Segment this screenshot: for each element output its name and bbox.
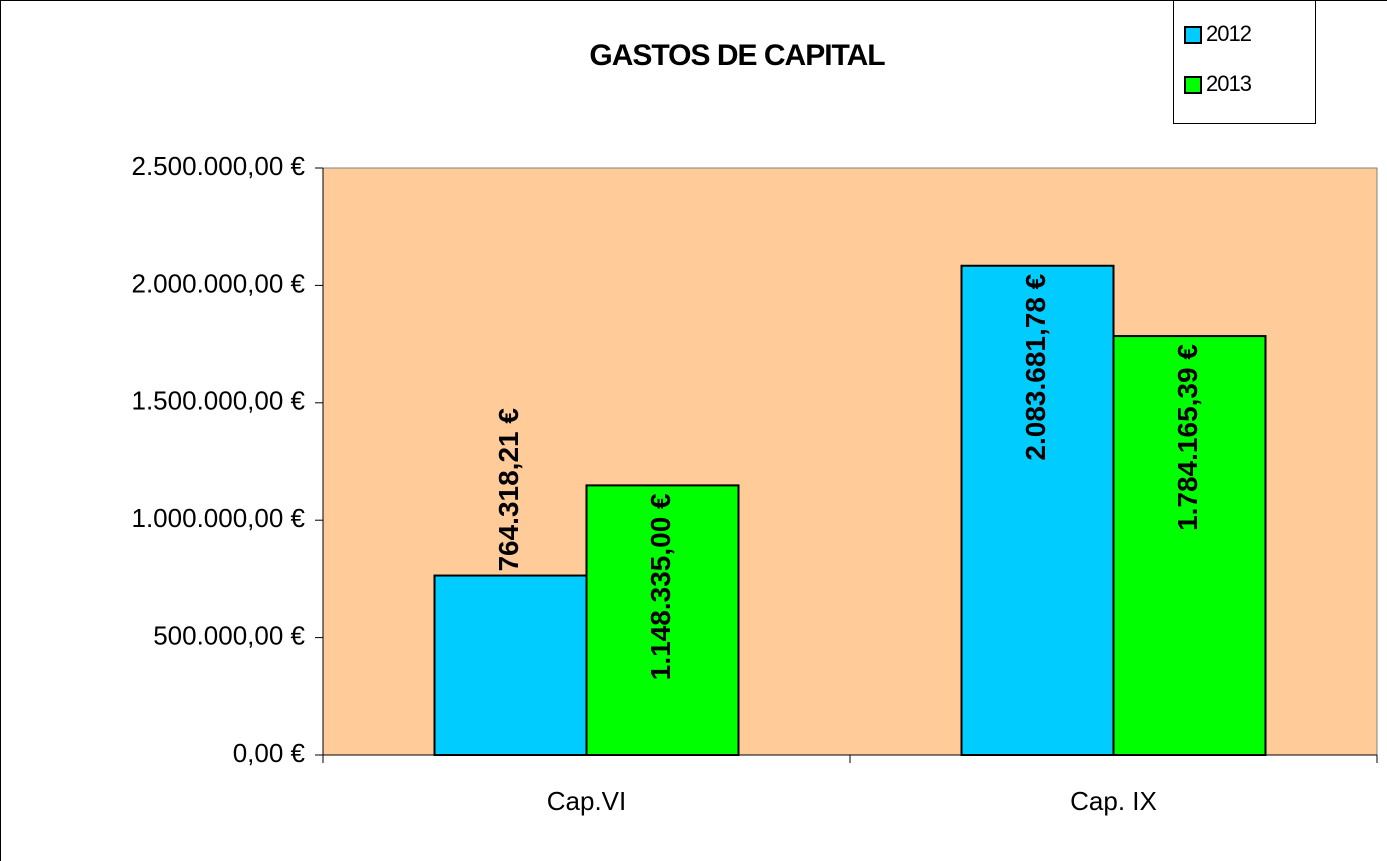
data-label: 1.784.165,39 € <box>1172 344 1203 531</box>
y-tick-label: 500.000,00 € <box>153 620 305 650</box>
legend-swatch <box>1184 26 1202 44</box>
x-tick-label: Cap.VI <box>547 786 627 816</box>
bar <box>433 574 588 756</box>
legend-swatch <box>1184 76 1202 94</box>
bar <box>585 484 740 756</box>
data-label: 2.083.681,78 € <box>1020 273 1051 460</box>
y-tick-label: 0,00 € <box>233 738 306 768</box>
y-tick-label: 2.500.000,00 € <box>132 151 306 181</box>
legend-label: 2012 <box>1206 21 1252 46</box>
bar <box>1112 335 1267 756</box>
chart-title: GASTOS DE CAPITAL <box>589 39 885 72</box>
legend-label: 2013 <box>1206 71 1252 96</box>
x-tick-label: Cap. IX <box>1070 786 1157 816</box>
bar <box>960 264 1115 756</box>
y-tick-label: 2.000.000,00 € <box>132 268 306 298</box>
y-tick-label: 1.000.000,00 € <box>132 503 306 533</box>
y-tick-label: 1.500.000,00 € <box>132 386 306 416</box>
legend-box <box>1173 0 1316 124</box>
data-label: 764.318,21 € <box>493 408 524 572</box>
data-label: 1.148.335,00 € <box>645 493 676 680</box>
